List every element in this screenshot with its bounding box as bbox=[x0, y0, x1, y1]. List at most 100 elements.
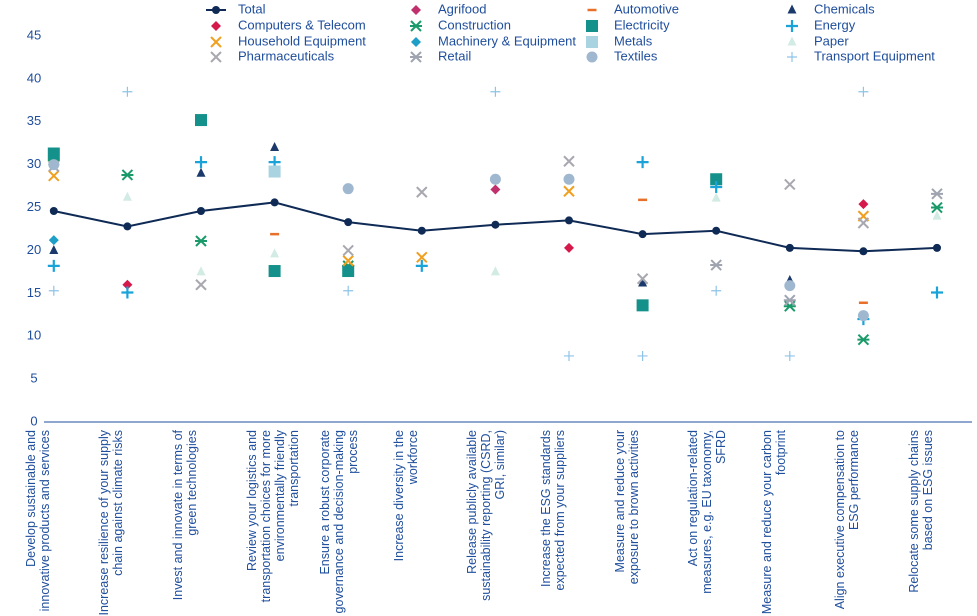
legend-label: Chemicals bbox=[814, 1, 875, 16]
legend-label: Total bbox=[238, 1, 266, 16]
square bbox=[268, 265, 281, 278]
legend-item: Paper bbox=[787, 33, 849, 48]
diamond bbox=[490, 184, 501, 195]
triangle bbox=[49, 244, 59, 254]
legend-item: Agrifood bbox=[411, 1, 486, 16]
diamond bbox=[48, 235, 59, 246]
dot bbox=[48, 159, 60, 171]
dot bbox=[712, 226, 721, 235]
triangle bbox=[270, 142, 280, 152]
plus bbox=[415, 259, 428, 272]
legend-item: Automotive bbox=[587, 1, 679, 16]
plus bbox=[784, 350, 795, 361]
x-tick-label: Measure and reduce your exposure to brow… bbox=[612, 430, 641, 585]
plus bbox=[195, 156, 207, 169]
plus bbox=[787, 52, 797, 62]
square bbox=[342, 265, 355, 278]
legend-item: Transport Equipment bbox=[787, 48, 935, 63]
asterisk bbox=[783, 294, 796, 306]
x-tick-label: Develop sustainable and innovative produ… bbox=[23, 430, 52, 612]
legend-label: Electricity bbox=[614, 17, 670, 32]
x-tick-label: Release publicly available sustainabilit… bbox=[465, 430, 508, 601]
triangle bbox=[490, 266, 500, 276]
legend-item: Textiles bbox=[586, 48, 658, 63]
x-tick-label: Measure and reduce your carbon footprint bbox=[759, 430, 788, 615]
plus bbox=[47, 259, 60, 272]
dot bbox=[489, 173, 501, 185]
diamond bbox=[564, 242, 574, 253]
dot bbox=[859, 247, 868, 256]
plus bbox=[490, 86, 501, 97]
legend-item: Electricity bbox=[586, 17, 670, 32]
x-tick-label: Increase diversity in the workforce bbox=[391, 430, 420, 562]
x-tick-label: Ensure a robust corporate governance and… bbox=[318, 430, 361, 614]
dot bbox=[933, 243, 941, 252]
y-tick-label: 30 bbox=[27, 156, 41, 171]
legend-item: Household Equipment bbox=[210, 33, 366, 48]
dot bbox=[342, 183, 354, 195]
x-tick-label: Increase the ESG standards expected from… bbox=[539, 430, 567, 591]
triangle bbox=[196, 167, 206, 177]
diamond bbox=[122, 279, 133, 290]
legend-label: Retail bbox=[438, 48, 471, 63]
diamond bbox=[411, 37, 421, 47]
legend-item: Metals bbox=[586, 33, 653, 48]
triangle bbox=[787, 36, 797, 46]
square bbox=[586, 36, 598, 48]
cross bbox=[416, 251, 428, 264]
triangle bbox=[122, 191, 132, 201]
asterisk bbox=[195, 235, 207, 247]
y-tick-label: 0 bbox=[30, 413, 37, 428]
dot bbox=[565, 216, 573, 225]
y-tick-label: 15 bbox=[27, 285, 41, 300]
asterisk bbox=[410, 51, 422, 63]
diamond bbox=[858, 199, 869, 210]
legend-label: Machinery & Equipment bbox=[438, 33, 576, 48]
legend-label: Automotive bbox=[614, 1, 679, 16]
asterisk bbox=[410, 20, 422, 32]
asterisk bbox=[931, 188, 943, 200]
legend-label: Agrifood bbox=[438, 1, 486, 16]
legend-item: Computers & Telecom bbox=[211, 17, 366, 32]
cross bbox=[210, 36, 222, 48]
x-tick-label: Invest and innovate in terms of green te… bbox=[171, 430, 199, 601]
cross bbox=[416, 186, 428, 198]
x-tick-label: Increase resilience of your supply chain… bbox=[97, 430, 126, 616]
legend-item: Pharmaceuticals bbox=[210, 48, 335, 63]
y-tick-label: 10 bbox=[27, 328, 41, 343]
cross bbox=[784, 178, 796, 191]
plus bbox=[786, 20, 798, 32]
legend-label: Construction bbox=[438, 17, 511, 32]
legend-label: Metals bbox=[614, 33, 653, 48]
dot bbox=[586, 51, 598, 63]
cross bbox=[563, 155, 575, 167]
legend-item: Construction bbox=[410, 17, 511, 32]
cross bbox=[210, 51, 222, 63]
cross bbox=[342, 255, 354, 267]
cross bbox=[342, 244, 354, 257]
dot bbox=[785, 243, 794, 252]
x-tick-label: Align executive compensation to ESG perf… bbox=[833, 430, 862, 610]
dot bbox=[784, 280, 796, 292]
legend-item: Machinery & Equipment bbox=[411, 33, 576, 48]
plus bbox=[637, 350, 648, 361]
x-tick-label: Act on regulation-related measures, e.g.… bbox=[686, 430, 729, 594]
triangle bbox=[787, 4, 797, 14]
triangle bbox=[638, 277, 648, 287]
legend-item: Energy bbox=[786, 17, 856, 32]
cross bbox=[195, 279, 207, 291]
plus bbox=[931, 286, 943, 299]
cross bbox=[857, 217, 870, 229]
cross bbox=[636, 273, 649, 285]
plus bbox=[711, 285, 722, 296]
y-tick-label: 25 bbox=[27, 199, 41, 214]
diamond bbox=[211, 21, 221, 31]
triangle bbox=[270, 248, 280, 258]
triangle bbox=[196, 266, 206, 276]
legend-label: Transport Equipment bbox=[814, 48, 935, 63]
asterisk bbox=[783, 300, 796, 312]
diamond bbox=[411, 5, 421, 15]
cross bbox=[563, 185, 575, 197]
